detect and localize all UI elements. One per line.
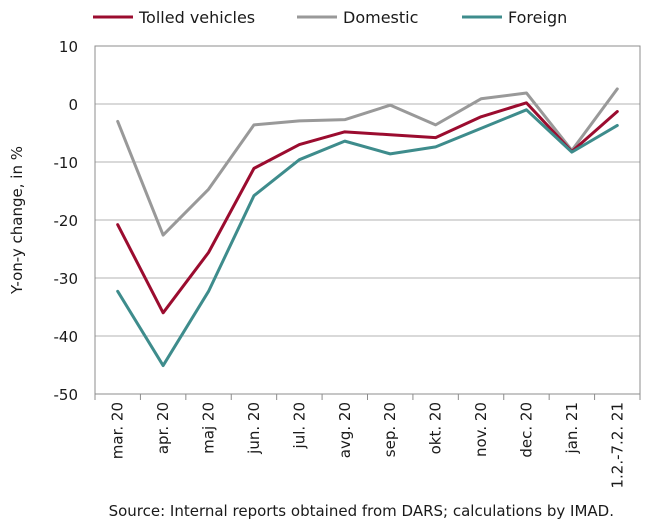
legend: Tolled vehicles Domestic Foreign (93, 8, 567, 27)
x-tick-label: nov. 20 (472, 402, 490, 457)
y-tick-label: -20 (54, 212, 79, 230)
legend-label: Tolled vehicles (138, 8, 255, 27)
y-tick-label: 0 (68, 96, 78, 114)
y-tick-label: 10 (59, 38, 78, 56)
series-line-tolled-vehicles (116, 101, 619, 315)
x-tick-label: maj 20 (200, 402, 218, 454)
legend-label: Domestic (343, 8, 418, 27)
legend-label: Foreign (508, 8, 567, 27)
series-line-foreign (116, 108, 619, 368)
x-tick-label: dec. 20 (517, 402, 535, 458)
y-tick-label: -30 (54, 270, 79, 288)
y-tick-label: -50 (54, 386, 79, 404)
x-axis: mar. 20 apr. 20 maj 20 jun. 20 jul. 20 avg. 2… (94, 394, 641, 489)
series-lines (116, 87, 619, 368)
y-tick-label: -40 (54, 328, 79, 346)
x-tick-label: 1.2.-7.2. 21 (608, 402, 626, 489)
x-tick-label: apr. 20 (154, 402, 172, 454)
x-tick-label: sep. 20 (381, 402, 399, 457)
y-axis: 10 0 -10 -20 -30 -40 -50 (54, 38, 79, 404)
x-tick-label: jun. 20 (245, 402, 263, 455)
series-line-domestic (116, 87, 619, 237)
x-tick-label: jul. 20 (290, 402, 308, 449)
x-tick-label: okt. 20 (427, 402, 445, 454)
x-tick-label: jan. 21 (563, 402, 581, 455)
x-tick-label: avg. 20 (336, 402, 354, 458)
y-axis-label: Y-on-y change, in % (8, 146, 26, 295)
y-tick-label: -10 (54, 154, 79, 172)
source-note: Source: Internal reports obtained from D… (108, 502, 614, 520)
x-tick-label: mar. 20 (109, 402, 127, 459)
